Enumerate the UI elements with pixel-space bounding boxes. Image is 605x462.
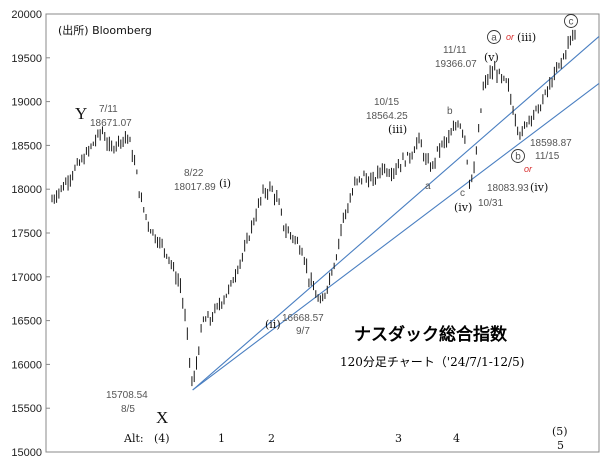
circle-b-marker bbox=[511, 149, 525, 163]
wave-Y-label: Y bbox=[75, 104, 87, 123]
or-label-2: or bbox=[524, 164, 533, 174]
point-iv-value: 18083.93 bbox=[487, 183, 529, 194]
peak-Y-date: 7/11 bbox=[99, 104, 118, 115]
trendlines bbox=[192, 35, 600, 391]
low-X-value: 15708.54 bbox=[106, 390, 148, 401]
y-tick-label: 15000 bbox=[11, 447, 42, 459]
point-i-date: 8/22 bbox=[184, 168, 204, 179]
wave-iv-label: (ⅳ) bbox=[454, 201, 472, 214]
point-iii-date: 10/15 bbox=[374, 97, 399, 108]
y-tick-label: 16000 bbox=[11, 359, 42, 371]
peak-Y-value: 18671.07 bbox=[90, 118, 132, 129]
chart-subtitle: 120分足チャート（'24/7/1-12/5) bbox=[340, 355, 524, 369]
y-tick-label: 20000 bbox=[11, 9, 42, 21]
alt-count-5: 5 bbox=[557, 439, 564, 452]
point-iii-value: 18564.25 bbox=[366, 111, 408, 122]
y-tick-label: 19000 bbox=[11, 97, 42, 109]
y-axis: 15000 15500 16000 16500 17000 17500 18000 18500… bbox=[11, 9, 50, 459]
y-tick-label: 19500 bbox=[11, 53, 42, 65]
point-v-date: 11/11 bbox=[443, 45, 467, 56]
y-tick-label: 17000 bbox=[11, 272, 42, 284]
y-tick-label: 18500 bbox=[11, 140, 42, 152]
low-X-date: 8/5 bbox=[121, 404, 135, 415]
price-bars bbox=[51, 29, 576, 387]
alt-count-3: 3 bbox=[395, 432, 402, 445]
wave-ii-label: (ⅱ) bbox=[265, 318, 281, 331]
y-tick-label: 17500 bbox=[11, 228, 42, 240]
wave-iv-alt-label: (ⅳ) bbox=[530, 181, 548, 194]
y-tick-label: 18000 bbox=[11, 184, 42, 196]
wave-iii-alt-label: (ⅲ) bbox=[517, 31, 536, 44]
point-v-value: 19366.07 bbox=[435, 59, 477, 70]
plot-frame bbox=[45, 13, 600, 453]
circle-b-letter: b bbox=[515, 152, 521, 163]
wave-iii-label: (ⅲ) bbox=[388, 123, 407, 136]
point-iv2-date: 11/15 bbox=[535, 151, 560, 162]
point-iv-date: 10/31 bbox=[478, 198, 503, 209]
alt-count-4: 4 bbox=[453, 432, 460, 445]
wave-v-label: (ⅴ) bbox=[484, 51, 499, 64]
point-ii-value: 16668.57 bbox=[282, 313, 324, 324]
source-label: (出所) Bloomberg bbox=[58, 23, 152, 37]
y-tick-label: 16500 bbox=[11, 316, 42, 328]
alt-count-4-paren: (4) bbox=[154, 432, 170, 445]
sub-wave-b: b bbox=[447, 106, 453, 117]
circle-a-letter: a bbox=[491, 33, 497, 44]
or-label-1: or bbox=[506, 32, 515, 42]
circle-c-letter: c bbox=[569, 17, 574, 28]
sub-wave-a: a bbox=[425, 181, 431, 192]
circle-c-marker bbox=[564, 14, 578, 28]
chart-title: ナスダック総合指数 bbox=[354, 324, 508, 345]
alt-label: Alt: bbox=[123, 432, 144, 445]
point-iv2-value: 18598.87 bbox=[530, 138, 572, 149]
wave-5-paren: (5) bbox=[552, 425, 568, 438]
sub-wave-c: c bbox=[460, 188, 465, 199]
wave-X-label: X bbox=[156, 408, 168, 427]
point-ii-date: 9/7 bbox=[296, 326, 310, 337]
alt-count-1: 1 bbox=[218, 432, 225, 445]
y-tick-label: 15500 bbox=[11, 403, 42, 415]
trendline-upper bbox=[192, 35, 600, 391]
alt-count-2: 2 bbox=[268, 432, 275, 445]
point-i-value: 18017.89 bbox=[174, 182, 216, 193]
trendline-lower bbox=[192, 83, 600, 391]
circle-a-marker bbox=[487, 30, 501, 44]
wave-i-label: (ⅰ) bbox=[219, 177, 231, 190]
